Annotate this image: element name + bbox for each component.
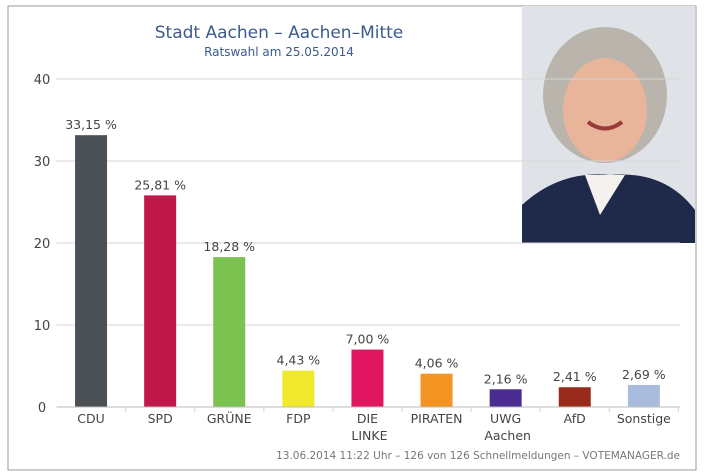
bar <box>75 135 108 408</box>
x-tick-label: UWG Aachen <box>480 411 531 443</box>
footer: 13.06.2014 11:22 Uhr – 126 von 126 Schne… <box>276 450 680 462</box>
portrait-photo <box>522 6 695 243</box>
x-tick-label: GRÜNE <box>207 410 252 426</box>
bar <box>627 384 660 407</box>
bar <box>144 195 177 407</box>
value-label: 25,81 % <box>134 177 186 192</box>
x-tick-label: FDP <box>286 411 311 426</box>
x-tick-label: PIRATEN <box>411 411 463 426</box>
y-tick-label: 20 <box>34 237 51 252</box>
chart-title: Stadt Aachen – Aachen–Mitte <box>155 23 404 43</box>
value-label: 7,00 % <box>346 332 390 347</box>
value-label: 33,15 % <box>65 117 117 132</box>
y-tick-label: 40 <box>34 73 51 88</box>
bar <box>489 389 522 407</box>
value-label: 2,69 % <box>622 367 666 382</box>
x-tick-label: CDU <box>77 411 105 426</box>
bar <box>420 373 453 407</box>
bar <box>351 349 384 407</box>
value-label: 4,06 % <box>415 356 459 371</box>
x-tick-label: DIE LINKE <box>347 411 387 443</box>
bar <box>213 257 246 407</box>
bar <box>558 387 591 407</box>
chart-subtitle: Ratswahl am 25.05.2014 <box>204 45 354 59</box>
bar <box>282 370 315 407</box>
value-label: 4,43 % <box>277 353 321 368</box>
y-tick-label: 10 <box>34 319 51 334</box>
y-tick-label: 0 <box>38 401 46 416</box>
x-tick-label: AfD <box>564 411 586 426</box>
y-tick-label: 30 <box>34 155 51 170</box>
x-tick-label: SPD <box>148 411 173 426</box>
x-tick-label: Sonstige <box>617 411 671 426</box>
value-label: 2,16 % <box>484 371 528 386</box>
value-label: 18,28 % <box>203 239 255 254</box>
value-label: 2,41 % <box>553 369 597 384</box>
